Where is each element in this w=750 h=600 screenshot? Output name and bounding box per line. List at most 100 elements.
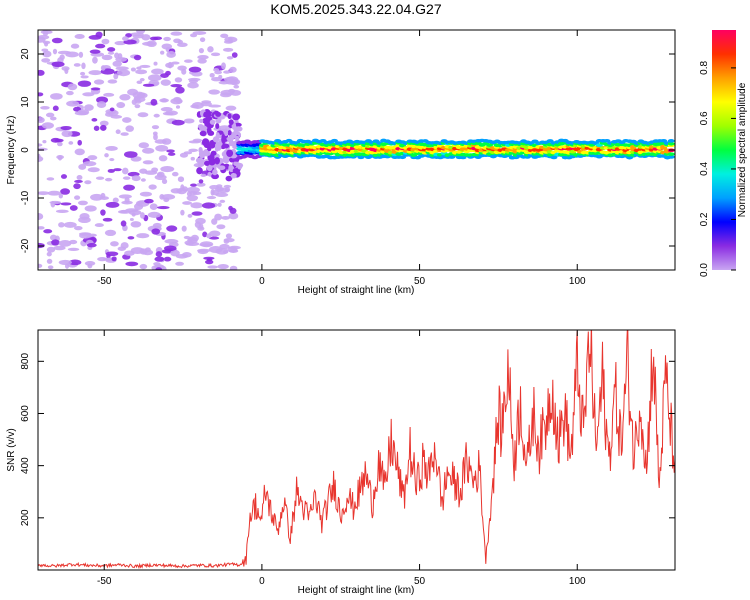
noise-blob — [207, 46, 214, 53]
transition-blob — [233, 128, 238, 136]
transition-blob — [232, 113, 241, 121]
transition-blob — [234, 135, 240, 141]
noise-blob — [133, 54, 142, 61]
noise-blob — [200, 173, 207, 177]
y-tick-label: 600 — [20, 405, 31, 422]
noise-blob — [219, 199, 226, 203]
noise-blob — [95, 31, 103, 38]
noise-blob — [154, 139, 167, 144]
noise-blob — [186, 186, 200, 193]
noise-blob — [142, 147, 155, 154]
noise-blob — [160, 73, 169, 79]
noise-blob — [208, 89, 221, 95]
noise-blob — [122, 176, 131, 180]
transition-blob — [226, 149, 234, 158]
y-tick-label: -10 — [20, 190, 31, 205]
transition-blob — [214, 145, 219, 152]
noise-blob — [61, 130, 73, 138]
noise-blob — [58, 222, 65, 228]
noise-blob — [122, 167, 129, 175]
noise-blob — [177, 42, 188, 47]
transition-blob — [228, 119, 234, 125]
noise-blob — [110, 114, 123, 119]
transition-blob — [215, 132, 220, 140]
noise-blob — [95, 176, 105, 180]
y-tick-label: 400 — [20, 457, 31, 474]
noise-blob — [49, 200, 62, 205]
noise-blob — [151, 228, 161, 235]
transition-blob — [201, 138, 210, 147]
noise-blob — [100, 192, 106, 199]
snr-frame — [37, 329, 676, 571]
noise-blob — [100, 209, 106, 216]
transition-blob — [232, 167, 239, 174]
noise-blob — [134, 203, 144, 211]
noise-blob — [179, 152, 189, 158]
noise-blob — [38, 213, 44, 220]
noise-blob — [198, 48, 205, 54]
noise-blob — [226, 56, 234, 60]
noise-blob — [84, 180, 92, 185]
transition-blob — [204, 160, 210, 166]
transition-blob — [197, 162, 205, 167]
noise-blob — [153, 61, 158, 66]
noise-blob — [129, 217, 134, 222]
noise-blob — [223, 184, 231, 188]
noise-blob — [207, 265, 219, 269]
noise-blob — [102, 217, 113, 222]
signal-cell — [667, 141, 675, 146]
noise-blob — [159, 98, 169, 103]
noise-blob — [199, 241, 214, 248]
noise-blob — [140, 178, 146, 182]
noise-blob — [166, 149, 175, 153]
noise-blob — [216, 224, 226, 230]
noise-blob — [111, 256, 117, 262]
noise-blob — [45, 112, 55, 118]
noise-blob — [120, 209, 128, 214]
noise-blob — [223, 40, 234, 44]
colorbar-tick-label: 0.0 — [699, 263, 710, 277]
snr-x-ticks: -50 0 50 100 — [97, 330, 586, 587]
transition-blob — [223, 128, 229, 137]
signal-cell — [667, 152, 675, 156]
noise-blob — [38, 34, 50, 40]
noise-blob — [47, 190, 62, 196]
noise-blob — [135, 69, 148, 75]
noise-blob — [161, 178, 168, 185]
noise-blob — [222, 250, 229, 254]
noise-blob — [163, 197, 170, 203]
transition-blob — [209, 119, 216, 125]
noise-blob — [42, 139, 47, 144]
noise-blob — [66, 90, 74, 96]
noise-blob — [166, 225, 178, 232]
noise-blob — [139, 212, 145, 219]
noise-blob — [74, 111, 89, 116]
noise-blob — [183, 118, 195, 124]
noise-blob — [158, 155, 168, 162]
chart-title: KOM5.2025.343.22.04.G27 — [270, 1, 441, 17]
noise-blob — [73, 183, 81, 190]
noise-blob — [112, 60, 122, 67]
noise-blob — [198, 223, 204, 230]
noise-blob — [137, 112, 149, 118]
noise-blob — [144, 198, 154, 204]
noise-blob — [154, 256, 165, 262]
noise-blob — [199, 37, 206, 43]
noise-blob — [120, 132, 129, 136]
noise-blob — [217, 263, 229, 270]
noise-blob — [104, 153, 109, 158]
transition-blob — [225, 175, 233, 182]
noise-blob — [196, 182, 206, 187]
noise-blob — [104, 177, 113, 182]
noise-blob — [231, 52, 238, 58]
noise-blob — [202, 231, 208, 238]
noise-blob — [217, 125, 232, 132]
noise-blob — [78, 51, 84, 58]
y-tick-label: 20 — [20, 48, 31, 60]
noise-blob — [70, 43, 80, 49]
transition-blob — [215, 123, 220, 130]
noise-blob — [153, 262, 161, 266]
noise-blob — [210, 52, 221, 57]
noise-blob — [151, 68, 164, 75]
noise-blob — [214, 213, 223, 221]
